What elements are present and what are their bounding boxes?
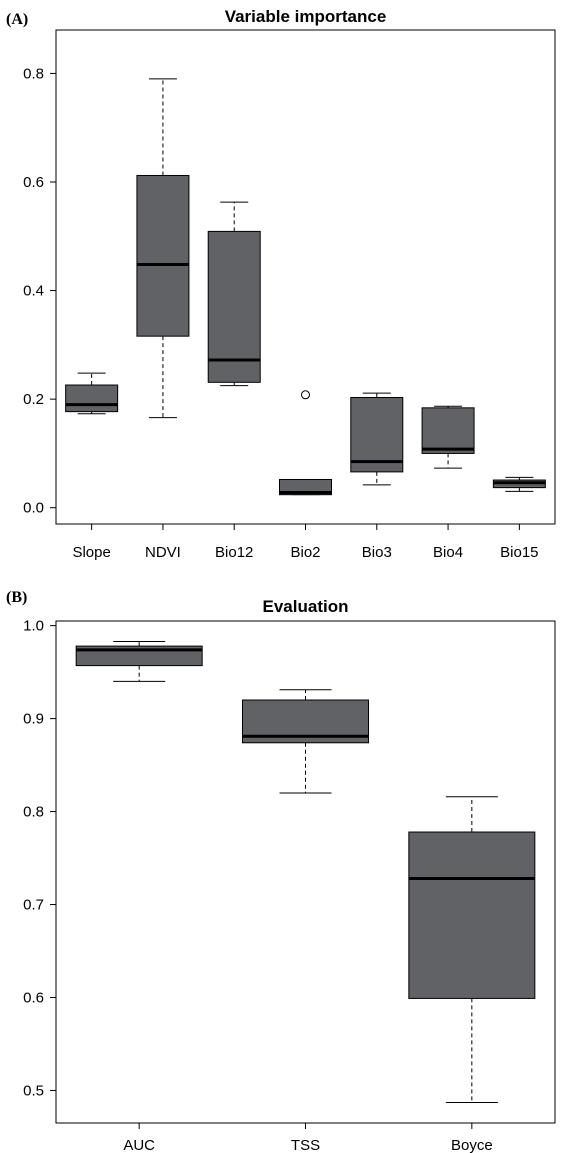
box-bio3 <box>350 392 404 486</box>
panel-tag: (B) <box>6 589 27 606</box>
y-tick-label: 0.7 <box>23 897 44 914</box>
y-tick-label: 0.2 <box>23 391 44 408</box>
x-category-label: Bio4 <box>433 544 463 561</box>
iqr-box <box>350 397 404 473</box>
panel-tag: (A) <box>6 11 28 28</box>
iqr-box <box>408 831 536 999</box>
x-category-label: Bio15 <box>500 544 538 561</box>
box-bio15 <box>492 476 546 492</box>
y-tick-label: 0.6 <box>23 174 44 191</box>
box-bio2 <box>279 390 332 496</box>
y-tick-label: 0.4 <box>23 283 44 300</box>
chart-panel-a: (A) Variable importance 0.0 0.2 0.4 0.6 0.8 Slo… <box>6 7 556 561</box>
box-bio4 <box>421 405 475 469</box>
x-category-label: AUC <box>123 1137 155 1153</box>
chart-title: Evaluation <box>263 597 349 616</box>
y-tick-label: 1.0 <box>23 618 44 635</box>
x-category-label: Slope <box>72 544 110 561</box>
iqr-box <box>65 384 119 413</box>
plot-frame <box>55 29 556 525</box>
chart-title: Variable importance <box>225 7 387 26</box>
iqr-box <box>207 230 261 383</box>
x-category-label: Bio12 <box>215 544 253 561</box>
box-tss <box>242 689 369 794</box>
x-category-label: Bio2 <box>290 544 320 561</box>
x-category-label: NDVI <box>145 544 181 561</box>
y-tick-label: 0.5 <box>23 1082 44 1099</box>
x-category-label: Bio3 <box>362 544 392 561</box>
x-category-label: TSS <box>291 1137 320 1153</box>
x-category-label: Boyce <box>451 1137 493 1153</box>
y-tick-label: 0.9 <box>23 711 44 728</box>
outlier-point <box>301 390 310 400</box>
box-ndvi <box>136 78 190 419</box>
y-tick-label: 0.8 <box>23 804 44 821</box>
iqr-box <box>136 174 190 337</box>
box-auc <box>75 640 203 682</box>
box-boyce <box>408 796 536 1104</box>
y-tick-label: 0.0 <box>23 500 44 517</box>
y-tick-label: 0.6 <box>23 990 44 1007</box>
y-tick-label: 0.8 <box>23 65 44 82</box>
iqr-box <box>279 478 332 496</box>
iqr-box <box>421 407 475 454</box>
box-slope <box>65 372 119 415</box>
box-bio12 <box>207 201 261 387</box>
chart-panel-b: (B) Evaluation 0.5 0.6 0.7 0.8 0.9 1.0 AUC TSS Boy… <box>6 589 556 1153</box>
